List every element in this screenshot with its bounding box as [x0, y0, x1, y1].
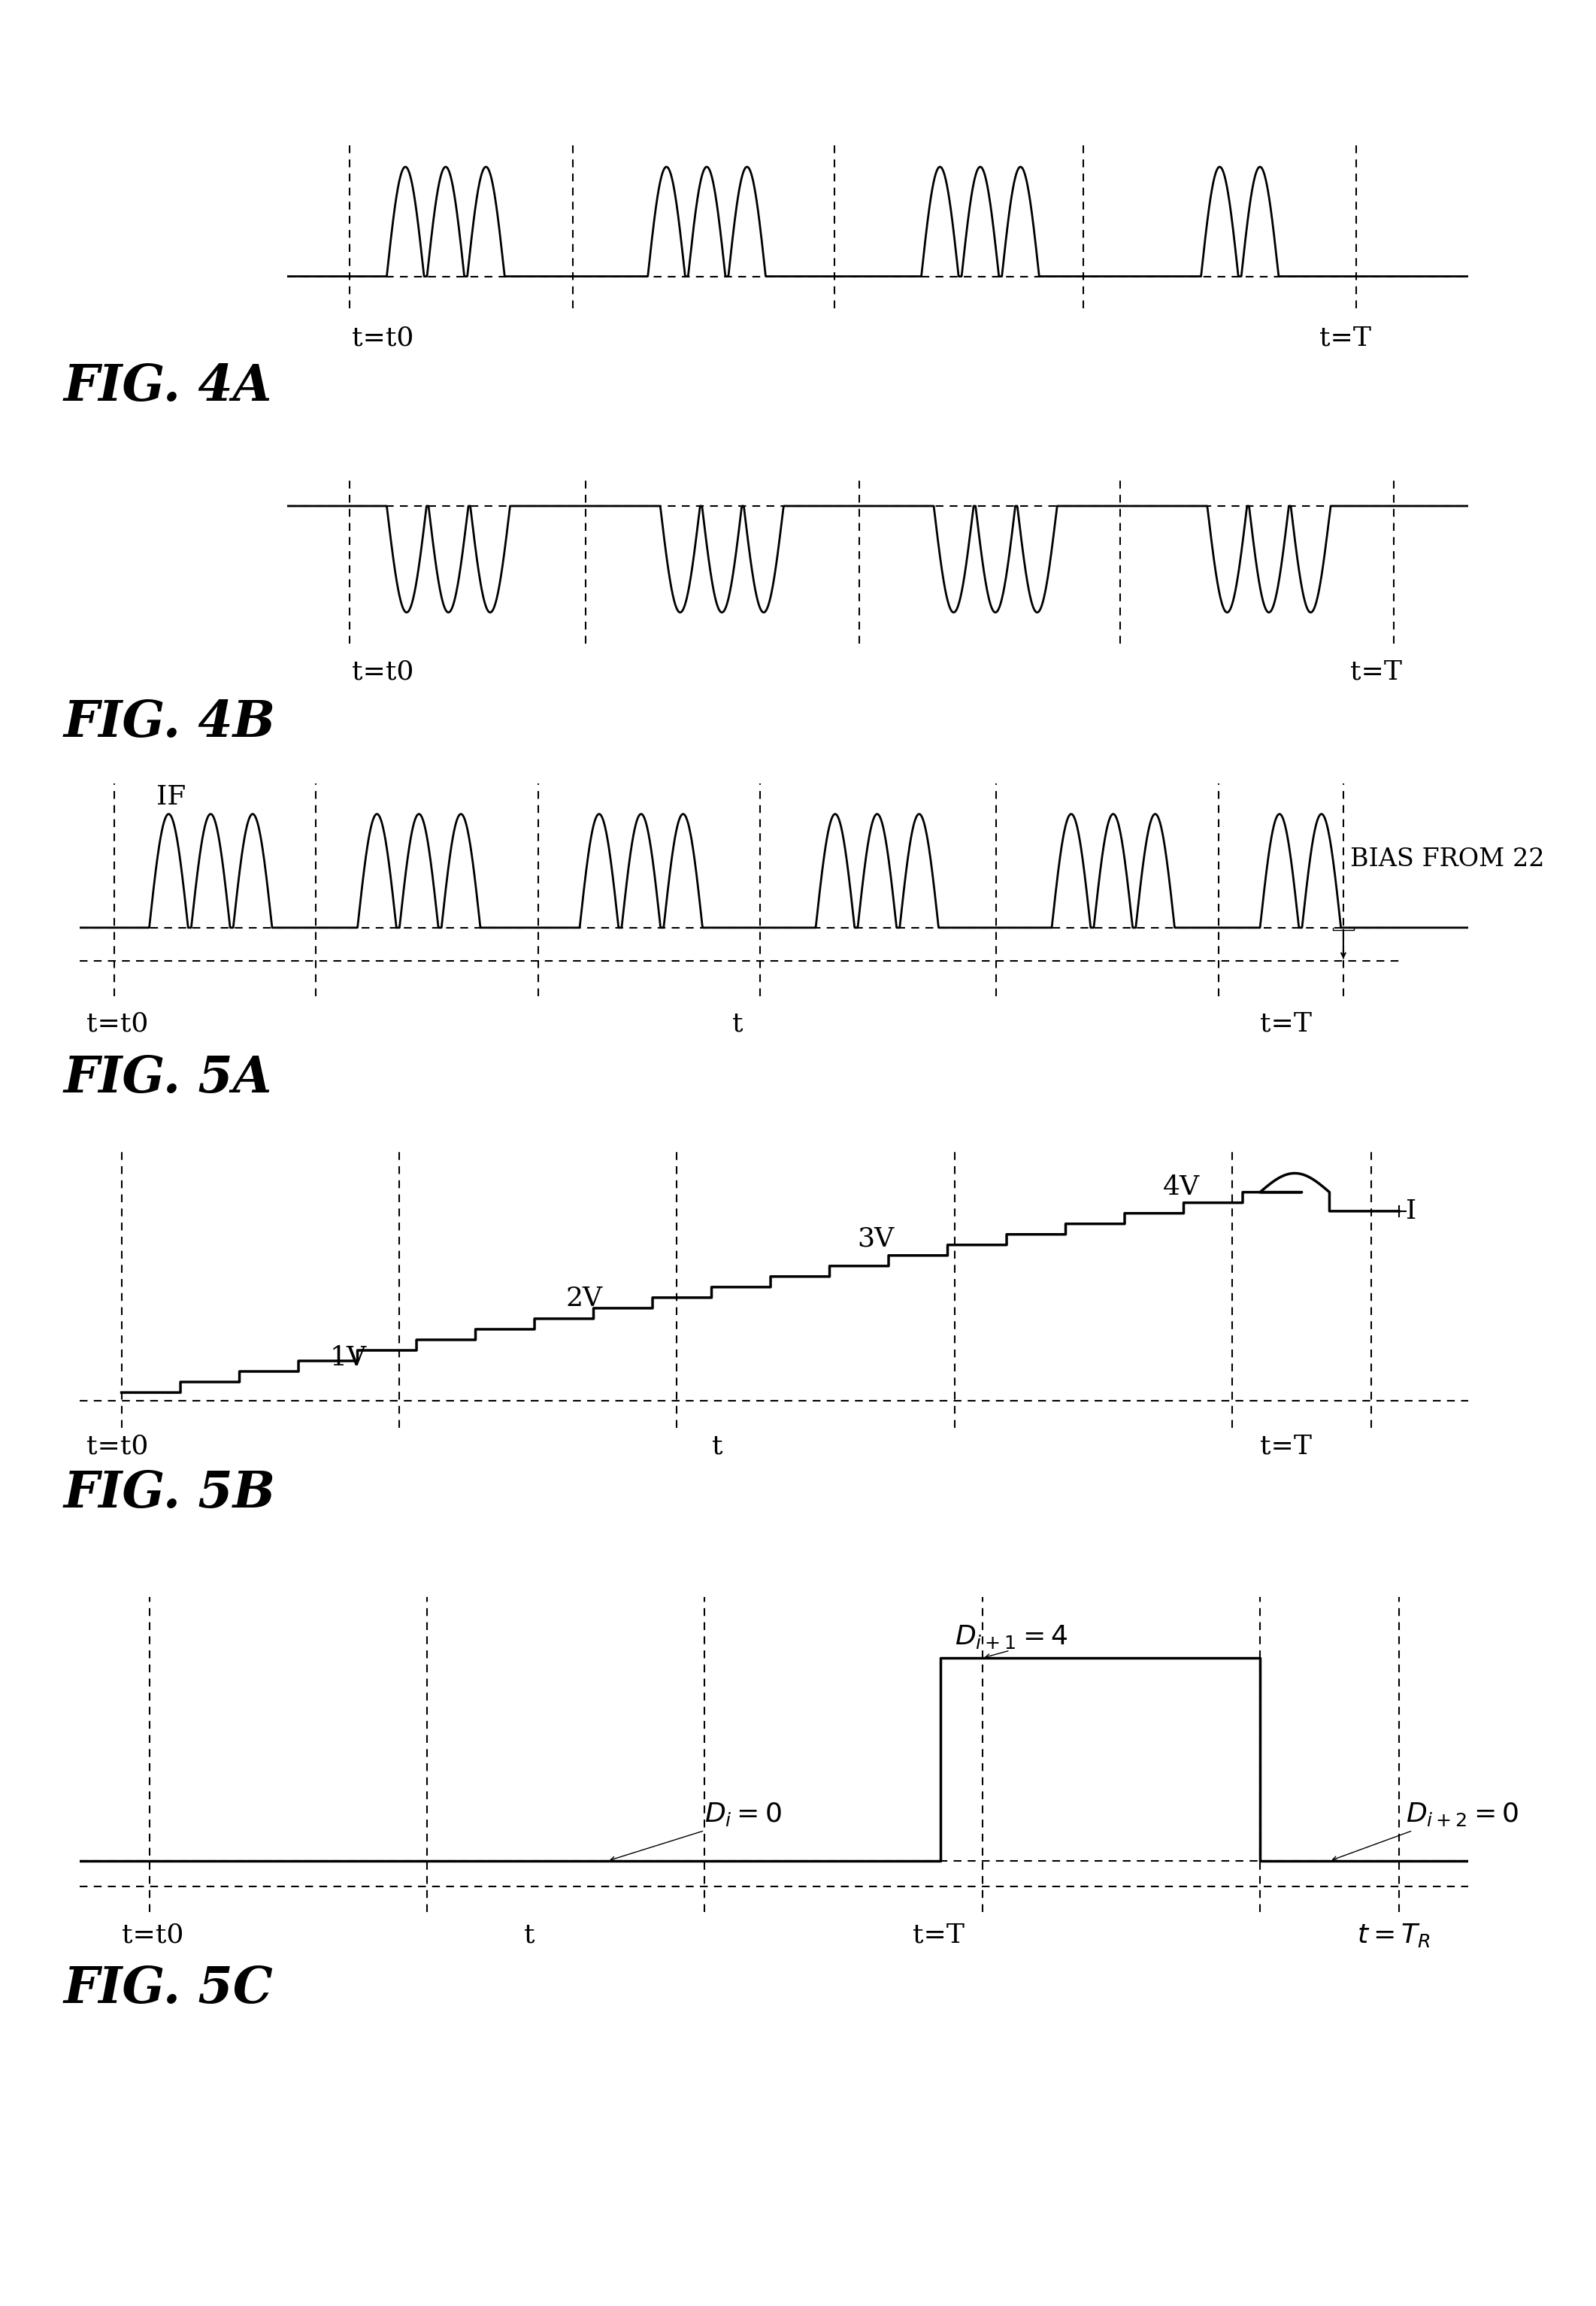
Text: t=T: t=T: [1261, 1010, 1312, 1038]
Text: t=T: t=T: [1350, 660, 1403, 685]
Text: $D_{i+1}=4$: $D_{i+1}=4$: [954, 1623, 1068, 1651]
Text: t: t: [733, 1010, 744, 1038]
Text: FIG. 5A: FIG. 5A: [64, 1054, 273, 1102]
Text: $t=T_R$: $t=T_R$: [1357, 1921, 1430, 1949]
Text: 2V: 2V: [567, 1287, 603, 1312]
Text: t=t0: t=t0: [353, 660, 413, 685]
Text: IF: IF: [156, 784, 185, 809]
Text: $D_{i+2}=0$: $D_{i+2}=0$: [1406, 1801, 1518, 1829]
Text: 4V: 4V: [1163, 1174, 1200, 1201]
Text: FIG. 4A: FIG. 4A: [64, 362, 273, 410]
Text: FIG. 4B: FIG. 4B: [64, 699, 276, 747]
Text: t=t0: t=t0: [86, 1432, 148, 1460]
Text: 3V: 3V: [857, 1227, 894, 1252]
Text: t: t: [712, 1432, 723, 1460]
Text: $D_i=0$: $D_i=0$: [705, 1801, 782, 1829]
Text: t=T: t=T: [913, 1921, 966, 1946]
Text: t=T: t=T: [1261, 1432, 1312, 1460]
Text: t: t: [523, 1921, 535, 1946]
Text: t=t0: t=t0: [86, 1010, 148, 1038]
Text: I: I: [1406, 1199, 1417, 1224]
Text: FIG. 5B: FIG. 5B: [64, 1469, 276, 1517]
Text: t=t0: t=t0: [121, 1921, 184, 1946]
Text: FIG. 5C: FIG. 5C: [64, 1965, 273, 2013]
Text: t=t0: t=t0: [353, 325, 413, 351]
Text: 1V: 1V: [330, 1344, 367, 1370]
Text: BIAS FROM 22: BIAS FROM 22: [1350, 846, 1545, 872]
Text: t=T: t=T: [1320, 325, 1371, 351]
